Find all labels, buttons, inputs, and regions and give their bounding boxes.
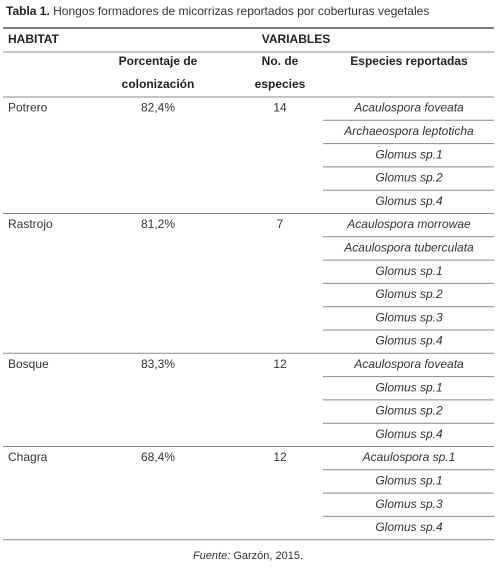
species: Glomus sp.4 <box>375 427 443 441</box>
source: Fuente: Garzón, 2015. <box>193 550 303 562</box>
species: Glomus sp.2 <box>375 287 443 301</box>
habitat: Rastrojo <box>8 217 53 231</box>
species: Glomus sp.3 <box>375 497 443 511</box>
species-count: 14 <box>273 101 287 115</box>
source-label: Fuente: <box>193 550 230 562</box>
species: Acaulospora foveata <box>353 101 464 115</box>
column-header: especies <box>255 77 306 91</box>
species: Glomus sp.2 <box>375 404 443 418</box>
species: Glomus sp.1 <box>375 264 442 278</box>
species: Glomus sp.4 <box>375 334 443 348</box>
species: Glomus sp.4 <box>375 194 443 208</box>
header-variables: VARIABLES <box>262 32 330 46</box>
column-header: Porcentaje de <box>119 54 198 68</box>
colonization: 81,2% <box>141 217 175 231</box>
species: Acaulospora tuberculata <box>343 240 474 254</box>
species: Glomus sp.2 <box>375 171 443 185</box>
species-count: 7 <box>277 217 284 231</box>
colonization: 83,3% <box>141 357 175 371</box>
habitat: Chagra <box>8 450 48 464</box>
species: Glomus sp.1 <box>375 147 442 161</box>
species: Glomus sp.4 <box>375 520 443 534</box>
species: Acaulospora sp.1 <box>362 450 456 464</box>
source-text: Garzón, 2015. <box>233 550 303 562</box>
species: Glomus sp.1 <box>375 473 442 487</box>
column-header: Especies reportadas <box>350 54 468 68</box>
species: Glomus sp.1 <box>375 380 442 394</box>
column-header: colonización <box>122 77 195 91</box>
species: Archaeospora leptoticha <box>343 124 474 138</box>
species: Acaulospora morrowae <box>346 217 471 231</box>
caption-label: Tabla 1. <box>6 4 50 18</box>
column-header: No. de <box>262 54 299 68</box>
species: Acaulospora foveata <box>353 357 464 371</box>
caption-text: Hongos formadores de micorrizas reportad… <box>53 4 429 18</box>
caption: Tabla 1. Hongos formadores de micorrizas… <box>6 4 429 18</box>
header-habitat: HABITAT <box>8 32 60 46</box>
colonization: 68,4% <box>141 450 175 464</box>
habitat: Bosque <box>8 357 49 371</box>
habitat: Potrero <box>8 101 48 115</box>
species-count: 12 <box>273 450 287 464</box>
species-count: 12 <box>273 357 287 371</box>
species: Glomus sp.3 <box>375 310 443 324</box>
colonization: 82,4% <box>141 101 175 115</box>
